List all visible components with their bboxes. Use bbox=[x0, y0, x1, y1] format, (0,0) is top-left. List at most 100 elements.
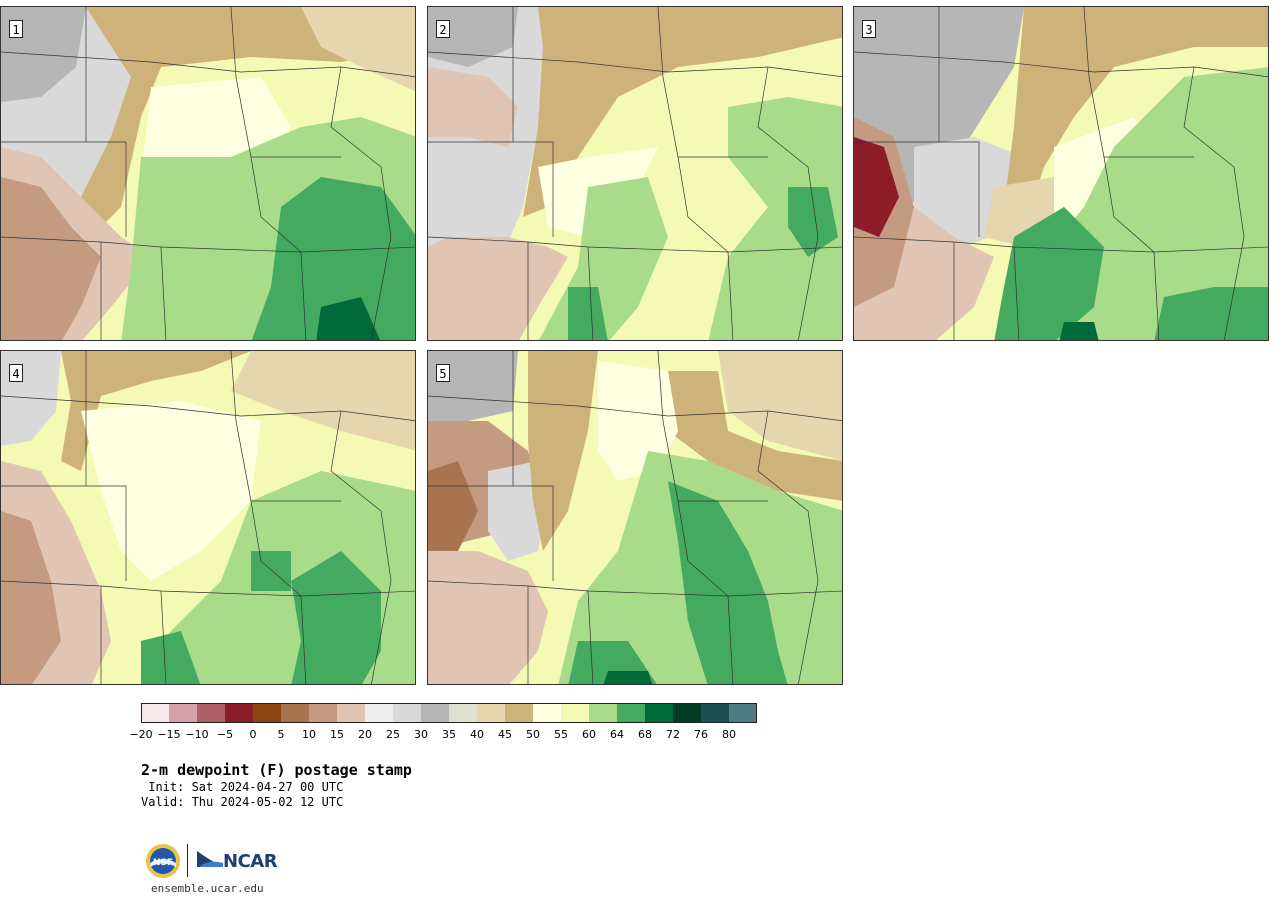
colorbar-tick-label: 55 bbox=[554, 728, 568, 741]
state-border bbox=[854, 51, 1005, 63]
state-border bbox=[577, 61, 842, 78]
ncar-logo bbox=[197, 851, 223, 867]
colorbar-swatch bbox=[533, 703, 561, 723]
state-border bbox=[230, 351, 307, 684]
colorbar-tick-label: −5 bbox=[216, 728, 234, 741]
dewpoint-region bbox=[1154, 287, 1268, 340]
dewpoint-region bbox=[428, 67, 518, 147]
state-border bbox=[150, 405, 415, 422]
dewpoint-region bbox=[523, 7, 842, 217]
panel-label-2: 2 bbox=[436, 20, 450, 38]
dewpoint-region bbox=[603, 671, 653, 684]
dewpoint-region bbox=[1, 511, 61, 684]
dewpoint-region bbox=[854, 137, 899, 237]
dewpoint-region bbox=[994, 207, 1104, 340]
state-border bbox=[1, 580, 302, 597]
dewpoint-region bbox=[1059, 322, 1099, 340]
dewpoint-region bbox=[428, 551, 548, 684]
state-border bbox=[330, 66, 392, 340]
colorbar-tick-label: 40 bbox=[470, 728, 484, 741]
ensemble-member-panel-1: 1 bbox=[0, 6, 416, 341]
state-border bbox=[1013, 246, 1020, 340]
dewpoint-region bbox=[141, 631, 201, 684]
colorbar-swatch bbox=[337, 703, 365, 723]
state-border bbox=[657, 351, 734, 684]
ensemble-member-panel-3: 3 bbox=[853, 6, 1269, 341]
state-border bbox=[1153, 246, 1268, 253]
colorbar-swatch bbox=[169, 703, 197, 723]
state-border bbox=[300, 246, 415, 253]
colorbar-swatch bbox=[365, 703, 393, 723]
dewpoint-region bbox=[316, 297, 381, 340]
init-time: Init: Sat 2024-04-27 00 UTC bbox=[141, 780, 344, 794]
state-border bbox=[727, 590, 842, 597]
colorbar-swatch bbox=[477, 703, 505, 723]
dewpoint-region bbox=[598, 361, 678, 481]
state-border bbox=[577, 405, 842, 422]
state-border bbox=[428, 395, 579, 407]
colorbar-swatch bbox=[449, 703, 477, 723]
dewpoint-region bbox=[1, 177, 101, 340]
state-border bbox=[757, 410, 819, 684]
state-border bbox=[428, 580, 729, 597]
colorbar-tick-label: 10 bbox=[302, 728, 316, 741]
panel-label-1: 1 bbox=[9, 20, 23, 38]
valid-time: Valid: Thu 2024-05-02 12 UTC bbox=[141, 795, 344, 809]
dewpoint-region bbox=[668, 481, 788, 684]
dewpoint-region bbox=[708, 97, 842, 340]
dewpoint-region bbox=[428, 461, 478, 551]
colorbar-swatch bbox=[281, 703, 309, 723]
ensemble-member-panel-4: 4 bbox=[0, 350, 416, 685]
state-border bbox=[428, 236, 729, 253]
dewpoint-region bbox=[528, 351, 598, 551]
state-border bbox=[428, 141, 554, 237]
dewpoint-region bbox=[71, 7, 415, 237]
colorbar-tick-label: −15 bbox=[157, 728, 181, 741]
dewpoint-map-2 bbox=[428, 7, 842, 340]
colorbar-tick-label: 30 bbox=[414, 728, 428, 741]
colorbar-tick-label: −10 bbox=[185, 728, 209, 741]
state-border bbox=[587, 246, 594, 340]
colorbar-swatch bbox=[141, 703, 169, 723]
colorbar-outline bbox=[141, 703, 757, 723]
dewpoint-map-3 bbox=[854, 7, 1268, 340]
colorbar-tick-label: 20 bbox=[358, 728, 372, 741]
panel-label-3: 3 bbox=[862, 20, 876, 38]
state-border bbox=[1, 51, 152, 63]
dewpoint-region bbox=[301, 7, 415, 92]
dewpoint-map-5 bbox=[428, 351, 842, 684]
state-border bbox=[727, 246, 842, 253]
dewpoint-region bbox=[428, 7, 518, 67]
dewpoint-region bbox=[1004, 7, 1268, 227]
colorbar-swatch bbox=[505, 703, 533, 723]
dewpoint-region bbox=[251, 177, 415, 340]
dewpoint-region bbox=[428, 237, 568, 340]
colorbar-tick-label: 60 bbox=[582, 728, 596, 741]
colorbar-tick-label: 72 bbox=[666, 728, 680, 741]
state-border bbox=[1, 485, 127, 581]
colorbar-swatch bbox=[645, 703, 673, 723]
state-border bbox=[657, 7, 734, 340]
colorbar-tick-label: −20 bbox=[129, 728, 153, 741]
ensemble-member-panel-5: 5 bbox=[427, 350, 843, 685]
dewpoint-region bbox=[718, 351, 842, 461]
colorbar-swatch bbox=[309, 703, 337, 723]
colorbar-swatch bbox=[617, 703, 645, 723]
state-border bbox=[300, 590, 415, 597]
colorbar-swatch bbox=[421, 703, 449, 723]
colorbar-swatch bbox=[673, 703, 701, 723]
colorbar-tick-label: 64 bbox=[610, 728, 624, 741]
dewpoint-region bbox=[428, 351, 518, 431]
state-border bbox=[757, 66, 819, 340]
colorbar bbox=[141, 703, 757, 723]
dewpoint-region bbox=[61, 351, 251, 471]
nsf-logo: NSF bbox=[146, 844, 180, 878]
colorbar-swatch bbox=[589, 703, 617, 723]
panel-label-4: 4 bbox=[9, 364, 23, 382]
panel-label-5: 5 bbox=[436, 364, 450, 382]
dewpoint-region bbox=[251, 551, 291, 591]
dewpoint-map-1 bbox=[1, 7, 415, 340]
colorbar-swatch bbox=[729, 703, 757, 723]
colorbar-tick-label: 35 bbox=[442, 728, 456, 741]
colorbar-swatch bbox=[225, 703, 253, 723]
